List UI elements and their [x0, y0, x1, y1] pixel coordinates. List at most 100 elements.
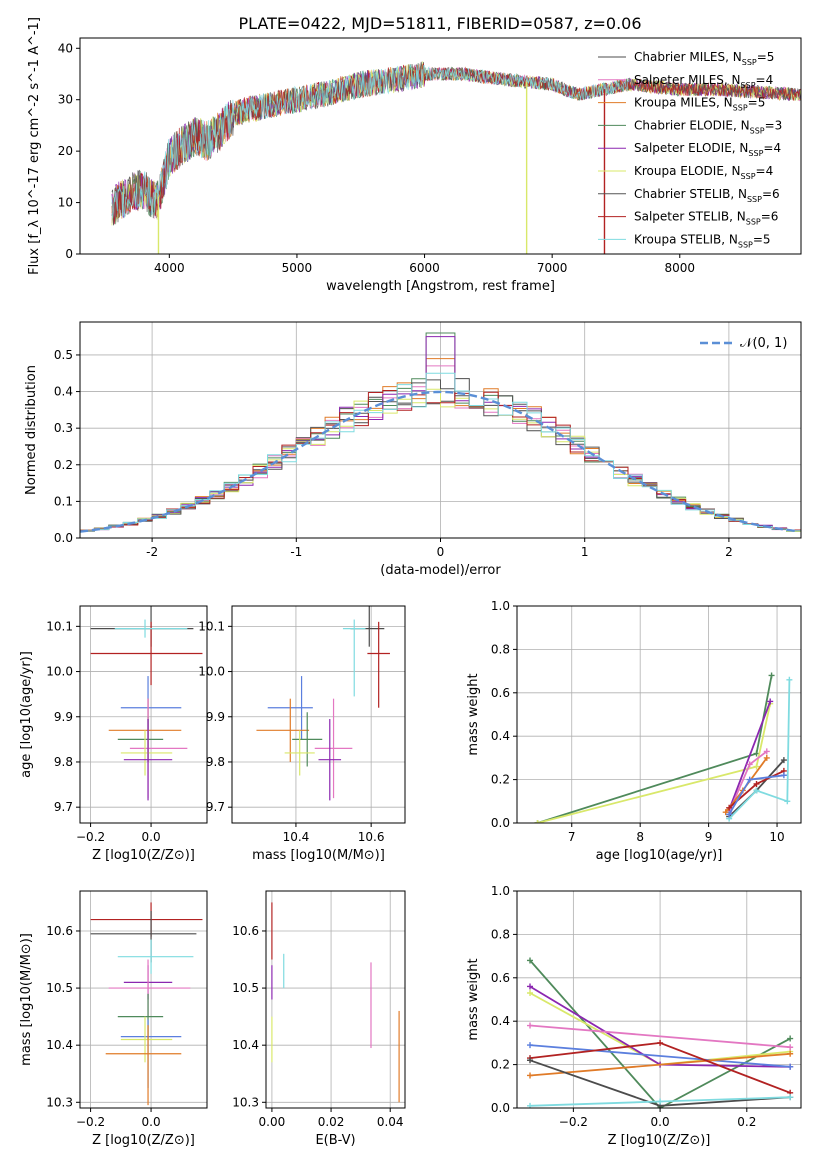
- axes-residuals: -2 -1 0 1 2 0.0 0.1 0.2 0.3 0.4 0.5 (data-model)/er…: [24, 321, 802, 578]
- axes-mass_vs_ebv: 0.00 0.02 0.04 10.3 10.4 10.5 10.6 E(B-V): [232, 890, 406, 1148]
- legend-entry: Chabrier STELIB, NSSP=6: [634, 187, 780, 204]
- y-tick-label: 0.4: [54, 385, 73, 399]
- y-tick-label: 10.5: [232, 981, 259, 995]
- y-tick-label: 9.8: [206, 755, 225, 769]
- weight-point-marker: [746, 761, 753, 768]
- plot-area-mass_vs_ebv: [271, 902, 400, 1103]
- weight-point-marker: [787, 1035, 794, 1042]
- weight-point-marker: [767, 698, 774, 705]
- axes-mass_vs_Z: −0.2 0.0 10.3 10.4 10.5 10.6 Z [log10(Z/Z⊙)] ma…: [19, 890, 208, 1148]
- y-axis-label: age [log10(age/yr)]: [19, 651, 34, 778]
- weight-point-marker: [527, 983, 534, 990]
- y-tick-label: 0.6: [491, 686, 510, 700]
- x-tick-label: 1: [581, 545, 589, 559]
- weight-series-line: [529, 1052, 791, 1077]
- plot-area-age_vs_Z: [90, 606, 203, 801]
- y-tick-label: 10.0: [46, 665, 73, 679]
- x-axis-label: age [log10(age/yr)]: [596, 848, 723, 863]
- legend-entry-rest: =4: [763, 141, 781, 155]
- y-axis-label: Normed distribution: [24, 365, 39, 495]
- weight-point-marker: [753, 763, 760, 770]
- weight-point-marker: [527, 1072, 534, 1079]
- y-axis-label: mass weight: [466, 673, 481, 755]
- x-tick-label: 2: [725, 545, 733, 559]
- x-tick-label: −0.2: [559, 1115, 588, 1129]
- x-tick-label: 8: [636, 830, 644, 844]
- legend-entry-sub: SSP: [738, 240, 753, 249]
- y-tick-label: 0.1: [54, 494, 73, 508]
- weight-series-line: [529, 1044, 791, 1068]
- x-tick-label: 10.6: [358, 830, 385, 844]
- axes-frame: [516, 890, 802, 1109]
- residuals-legend: 𝒩(0, 1): [700, 336, 787, 351]
- legend-entry: Salpeter ELODIE, NSSP=4: [634, 141, 781, 158]
- axes-weight_vs_age: 7 8 9 10 0.0 0.2 0.4 0.6 0.8 1.0 age [log10(age/yr…: [466, 599, 802, 863]
- y-tick-label: 9.9: [206, 710, 225, 724]
- weight-point-marker: [527, 989, 534, 996]
- x-tick-label: 0.04: [377, 1115, 404, 1129]
- spectrum-line: [111, 62, 630, 219]
- legend-entry-rest: =4: [756, 73, 774, 87]
- y-tick-label: 0.5: [54, 348, 73, 362]
- y-tick-label: 10.6: [232, 924, 259, 938]
- histogram-step: [80, 358, 801, 532]
- x-tick-label: -2: [146, 545, 158, 559]
- weight-point-marker: [722, 809, 729, 816]
- legend-entry-base: Kroupa MILES, N: [634, 96, 733, 110]
- weight-point-marker: [657, 1098, 664, 1105]
- y-tick-label: 10.6: [46, 924, 73, 938]
- x-axis-label: (data-model)/error: [380, 563, 501, 578]
- y-tick-label: 30: [58, 93, 73, 107]
- legend-entry-rest: =4: [756, 164, 774, 178]
- x-tick-label: 0.02: [318, 1115, 345, 1129]
- legend-entry: Salpeter STELIB, NSSP=6: [634, 210, 778, 227]
- legend-entry: 𝒩(0, 1): [740, 336, 787, 351]
- histogram-step: [80, 388, 801, 532]
- legend-entry: Kroupa ELODIE, NSSP=4: [634, 164, 773, 181]
- y-tick-label: 0.8: [491, 642, 510, 656]
- x-axis-label: mass [log10(M/M⊙)]: [252, 848, 385, 863]
- x-tick-label: 7000: [537, 261, 568, 275]
- x-axis-label: E(B-V): [315, 1133, 355, 1148]
- histogram-step: [80, 372, 801, 532]
- axes-age_vs_Z: −0.2 0.0 9.7 9.8 9.9 10.0 10.1 Z [log10(Z/Z⊙)] a…: [19, 605, 208, 863]
- legend-entry-sub: SSP: [748, 149, 763, 158]
- legend-entry-sub: SSP: [750, 126, 765, 135]
- weight-point-marker: [726, 804, 733, 811]
- y-tick-label: 0.2: [54, 458, 73, 472]
- plot-area-weight_vs_Z: [527, 957, 794, 1108]
- weight-point-marker: [746, 776, 753, 783]
- y-tick-label: 10.4: [46, 1038, 73, 1052]
- weight-point-marker: [787, 1063, 794, 1070]
- weight-point-marker: [527, 1022, 534, 1029]
- axes-frame: [79, 890, 208, 1109]
- weight-point-marker: [527, 1057, 534, 1064]
- y-tick-label: 20: [58, 144, 73, 158]
- axes-frame: [79, 605, 208, 824]
- y-tick-label: 0: [65, 247, 73, 261]
- weight-series-line: [529, 1024, 791, 1049]
- legend-entry: Chabrier MILES, NSSP=5: [634, 50, 774, 67]
- y-tick-label: 10.0: [198, 665, 225, 679]
- weight-point-marker: [763, 748, 770, 755]
- x-tick-label: 6000: [409, 261, 440, 275]
- y-tick-label: 0.0: [491, 816, 510, 830]
- x-tick-label: 7: [568, 830, 576, 844]
- y-tick-label: 10.1: [46, 619, 73, 633]
- axes-weight_vs_Z: −0.2 0.0 0.2 0.0 0.2 0.4 0.6 0.8 1.0 Z [log10(Z/Z…: [466, 884, 802, 1148]
- x-tick-label: 10.4: [283, 830, 310, 844]
- axes-frame: [79, 37, 802, 255]
- legend-entry: Kroupa STELIB, NSSP=5: [634, 232, 771, 249]
- legend-entry-rest: =5: [753, 232, 771, 246]
- y-tick-label: 40: [58, 41, 73, 55]
- legend-entry-sub: SSP: [747, 195, 762, 204]
- legend-entry-rest: =3: [765, 118, 783, 132]
- y-tick-label: 10.5: [46, 981, 73, 995]
- legend-entry: Salpeter MILES, NSSP=4: [634, 73, 773, 90]
- histogram-step: [80, 379, 801, 532]
- legend-entry-sub: SSP: [733, 104, 748, 113]
- y-axis-label: Flux [f_λ 10^-17 erg cm^-2 s^-1 A^-1]: [27, 17, 42, 275]
- y-tick-label: 0.4: [491, 729, 510, 743]
- weight-series-line: [728, 679, 791, 820]
- spectrum-legend: Chabrier MILES, NSSP=5 Salpeter MILES, NS…: [598, 50, 782, 249]
